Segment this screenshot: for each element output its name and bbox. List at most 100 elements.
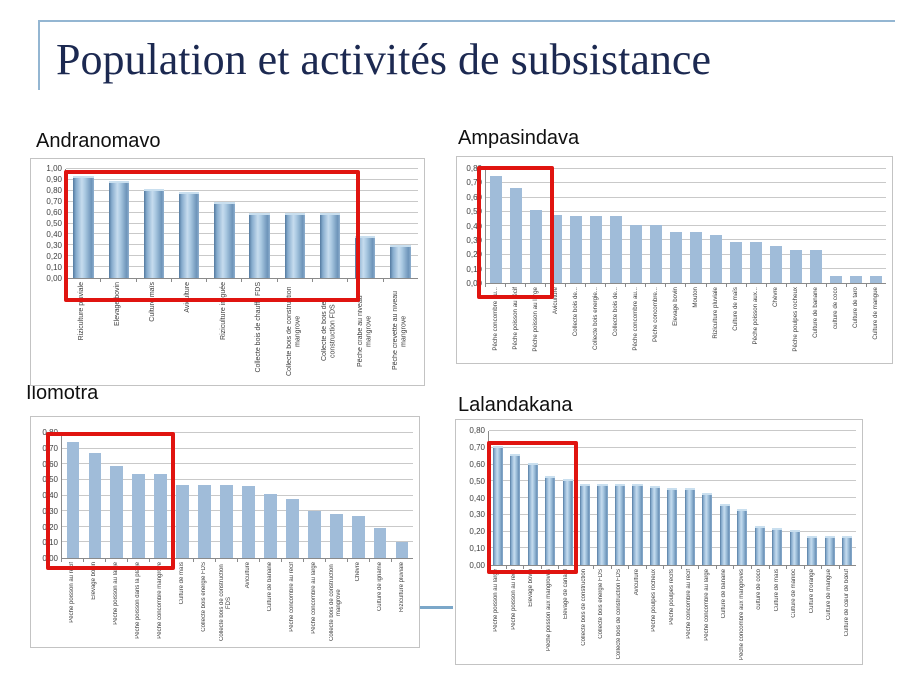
bar-slot bbox=[546, 169, 566, 283]
x-label-slot: Culture de banane bbox=[715, 566, 734, 664]
x-label-slot: Pêche concombre au... bbox=[625, 284, 645, 362]
bar-ilomotra-4 bbox=[132, 473, 146, 558]
gridline bbox=[62, 447, 413, 449]
gridline bbox=[486, 225, 886, 226]
bar-slot bbox=[101, 169, 136, 278]
x-axis-label: Collecte bois de... bbox=[611, 287, 619, 337]
bar-ampasindava-16 bbox=[790, 250, 802, 283]
x-axis-label: Culture de mangue bbox=[872, 287, 880, 340]
x-label-slot: Pêche poisson au large bbox=[488, 566, 506, 664]
x-label-slot: Pêche concombre au large bbox=[303, 559, 325, 647]
x-label-slot: Culture de mangue bbox=[821, 566, 839, 664]
bar-ampasindava-2 bbox=[510, 187, 522, 283]
y-axis-tick-label: 0,10 bbox=[46, 263, 62, 272]
x-label-slot: Culture de banane bbox=[259, 559, 281, 647]
y-axis-tick-label: 0,00 bbox=[469, 561, 485, 570]
x-axis-label: Pêche concombre mangrove bbox=[156, 562, 163, 639]
y-axis-tick-label: 0,80 bbox=[466, 164, 482, 173]
bar-slot bbox=[646, 431, 663, 565]
y-axis-tick-label: 0,80 bbox=[46, 186, 62, 195]
bar-ampasindava-4 bbox=[550, 214, 562, 283]
bar-lalandakana-1 bbox=[492, 445, 503, 565]
bar-slot bbox=[172, 169, 207, 278]
bar-ampasindava-17 bbox=[810, 250, 822, 283]
x-label-slot: Collecte bois de... bbox=[605, 284, 625, 362]
x-label-slot: Culture de maïs bbox=[725, 284, 746, 362]
bar-lalandakana-7 bbox=[597, 484, 608, 565]
bar-lalandakana-10 bbox=[649, 485, 661, 565]
bar-slot bbox=[84, 433, 106, 558]
bar-ampasindava-11 bbox=[690, 231, 702, 283]
x-axis-label: Culture de maïs bbox=[178, 562, 185, 605]
x-axis-label: Collecte bois energie FDS bbox=[598, 569, 605, 639]
x-axis-label: Aviculture bbox=[633, 569, 640, 596]
bar-andranomavo-6 bbox=[249, 212, 270, 278]
bar-slot bbox=[746, 169, 766, 283]
x-axis-label: Culture de taro bbox=[852, 287, 860, 328]
x-label-slot: Pêche poulpes récifs bbox=[663, 566, 681, 664]
x-axis-labels: Pêche poisson au large Pêche poisson au r… bbox=[488, 566, 856, 664]
gridline bbox=[66, 178, 418, 180]
y-axis-spacer bbox=[458, 566, 488, 664]
x-label-slot: Elevage bovin bbox=[523, 566, 541, 664]
highlight-rectangle-ilomotra bbox=[46, 432, 175, 570]
bar-slot bbox=[281, 433, 303, 558]
y-axis-tick-label: 0,50 bbox=[466, 207, 482, 217]
bar-ampasindava-3 bbox=[530, 210, 542, 283]
bar-slot bbox=[566, 169, 586, 283]
x-axis-label: Pêche poisson au large bbox=[112, 562, 119, 625]
x-label-slot: Pêche poisson aux... bbox=[745, 284, 766, 362]
bar-andranomavo-1 bbox=[73, 175, 94, 278]
x-label-slot: Riziculture pluviale bbox=[391, 559, 413, 647]
x-label-slot: Elevage bovin bbox=[100, 279, 135, 383]
bar-ilomotra-8 bbox=[220, 484, 233, 558]
bar-slot bbox=[576, 431, 593, 565]
gridline bbox=[486, 210, 886, 212]
bar-slot bbox=[664, 431, 681, 565]
x-label-slot: Pêche poisson au large bbox=[525, 284, 545, 362]
bar-slot bbox=[559, 431, 576, 565]
y-axis-tick-label: 0,60 bbox=[469, 459, 485, 469]
x-axis-label: Pêche poisson au récif bbox=[68, 562, 75, 623]
bar-ilomotra-16 bbox=[395, 542, 409, 558]
bar-slot bbox=[136, 169, 171, 278]
x-axis-label: Collecte bois de construction FDS bbox=[615, 569, 622, 660]
x-axis-label: Collecte bois de construction FDS bbox=[219, 564, 232, 642]
bar-lalandakana-9 bbox=[632, 484, 643, 565]
bar-slot bbox=[486, 169, 506, 283]
x-label-slot: Chèvre bbox=[347, 559, 369, 647]
y-axis-tick-label: 1,00 bbox=[46, 164, 62, 173]
bar-slot bbox=[259, 433, 281, 558]
x-label-slot: Collecte bois de construction mangrove bbox=[325, 559, 347, 647]
bar-andranomavo-8 bbox=[319, 212, 341, 278]
x-label-slot: Culture maïs bbox=[135, 279, 171, 383]
y-axis-tick-label: 0,60 bbox=[46, 208, 62, 217]
x-label-slot: Elevage de canard bbox=[558, 566, 576, 664]
bar-slot bbox=[769, 431, 786, 565]
gridline bbox=[66, 211, 418, 213]
x-label-slot: Collecte bois de construction bbox=[575, 566, 594, 664]
y-axis-tick-label: 0,10 bbox=[469, 544, 485, 554]
bar-slot bbox=[681, 431, 698, 565]
x-axis-label: Aviculture bbox=[244, 562, 251, 589]
bar-slot bbox=[62, 433, 84, 558]
x-label-slot: Aviculture bbox=[237, 559, 259, 647]
gridline bbox=[486, 196, 886, 198]
x-axis-label: Culture de banane bbox=[812, 287, 820, 338]
bar-slot bbox=[751, 431, 768, 565]
y-axis-tick-label: 0,00 bbox=[42, 554, 58, 563]
gridline bbox=[62, 432, 413, 433]
x-axis-label: Collecte bois energie... bbox=[591, 287, 599, 350]
x-axis-label: Mouton bbox=[691, 287, 699, 308]
x-axis-label: culture de coco bbox=[832, 287, 840, 329]
highlight-rectangle-lalandakana bbox=[487, 441, 578, 574]
highlight-rectangle-andranomavo bbox=[64, 170, 360, 302]
bar-slot bbox=[172, 433, 194, 558]
bar-slot bbox=[611, 431, 628, 565]
bar-slot bbox=[821, 431, 838, 565]
y-axis-tick-label: 0,50 bbox=[42, 475, 58, 485]
x-label-slot: Pêche poulpes rocheux bbox=[785, 284, 806, 362]
bar-slot bbox=[541, 431, 558, 565]
y-axis-tick-label: 0,80 bbox=[469, 426, 485, 435]
x-label-slot: Aviculture bbox=[170, 279, 206, 383]
